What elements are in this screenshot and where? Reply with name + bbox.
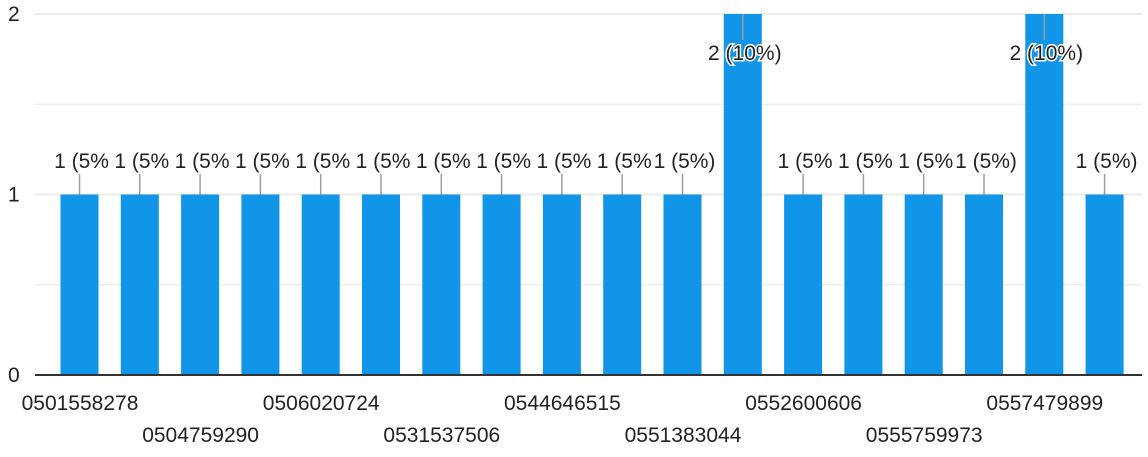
- bars: [60, 14, 1124, 375]
- bar: [1025, 14, 1064, 375]
- bar: [603, 194, 642, 375]
- x-tick-label: 0544646515: [504, 392, 621, 415]
- data-label: 1 (5%): [654, 150, 716, 173]
- x-tick-label: 0501558278: [22, 392, 139, 415]
- data-label: 1 (5%: [778, 150, 833, 173]
- data-label: 1 (5%: [175, 150, 230, 173]
- bar: [241, 194, 280, 375]
- bar: [844, 194, 883, 375]
- data-label: 1 (5%: [536, 150, 591, 173]
- x-tick-label: 0555759973: [866, 424, 983, 447]
- bar: [60, 194, 99, 375]
- data-label: 2 (10%): [1010, 42, 1084, 65]
- data-label: 1 (5%: [597, 150, 652, 173]
- data-label: 1 (5%: [295, 150, 350, 173]
- y-tick-label: 2: [8, 3, 20, 26]
- y-tick-label: 1: [8, 184, 20, 207]
- x-tick-label: 0531537506: [383, 424, 500, 447]
- bar: [723, 14, 762, 375]
- x-tick-label: 0551383044: [625, 424, 742, 447]
- bar: [362, 194, 400, 375]
- data-label: 1 (5%: [416, 150, 471, 173]
- data-label: 1 (5%: [356, 150, 411, 173]
- data-label: 1 (5%: [114, 150, 169, 173]
- x-tick-label: 0557479899: [986, 392, 1103, 415]
- data-labels: 1 (5% 1 (5% 1 (5% 1 (5% 1 (5% 1 (5% 1 (5% 1 (5%…: [53, 14, 1139, 195]
- data-label: 1 (5%: [54, 150, 109, 173]
- data-label: 1 (5%): [1076, 150, 1138, 173]
- bar: [542, 194, 581, 375]
- data-label: 2 (10%): [708, 42, 782, 65]
- data-label: 1 (5%: [476, 150, 531, 173]
- bar: [422, 194, 461, 375]
- data-label: 1 (5%: [235, 150, 290, 173]
- data-label: 1 (5%: [898, 150, 953, 173]
- x-tick-label: 0504759290: [142, 424, 259, 447]
- tick-labels: 0 1 2 0501558278050475929005060207240531537…: [8, 3, 1103, 447]
- bar: [663, 194, 702, 375]
- bar: [1085, 194, 1124, 375]
- grid-lines: [35, 13, 1142, 286]
- bar: [965, 194, 1003, 375]
- bar: [784, 194, 823, 375]
- bar: [120, 194, 159, 375]
- bar: [181, 194, 220, 375]
- bar: [482, 194, 521, 375]
- x-tick-label: 0506020724: [263, 392, 380, 415]
- data-label: 1 (5%: [838, 150, 893, 173]
- data-label: 1 (5%): [955, 150, 1017, 173]
- x-tick-label: 0552600606: [745, 392, 862, 415]
- bar: [301, 194, 340, 375]
- y-tick-label: 0: [8, 364, 20, 387]
- bar: [904, 194, 943, 375]
